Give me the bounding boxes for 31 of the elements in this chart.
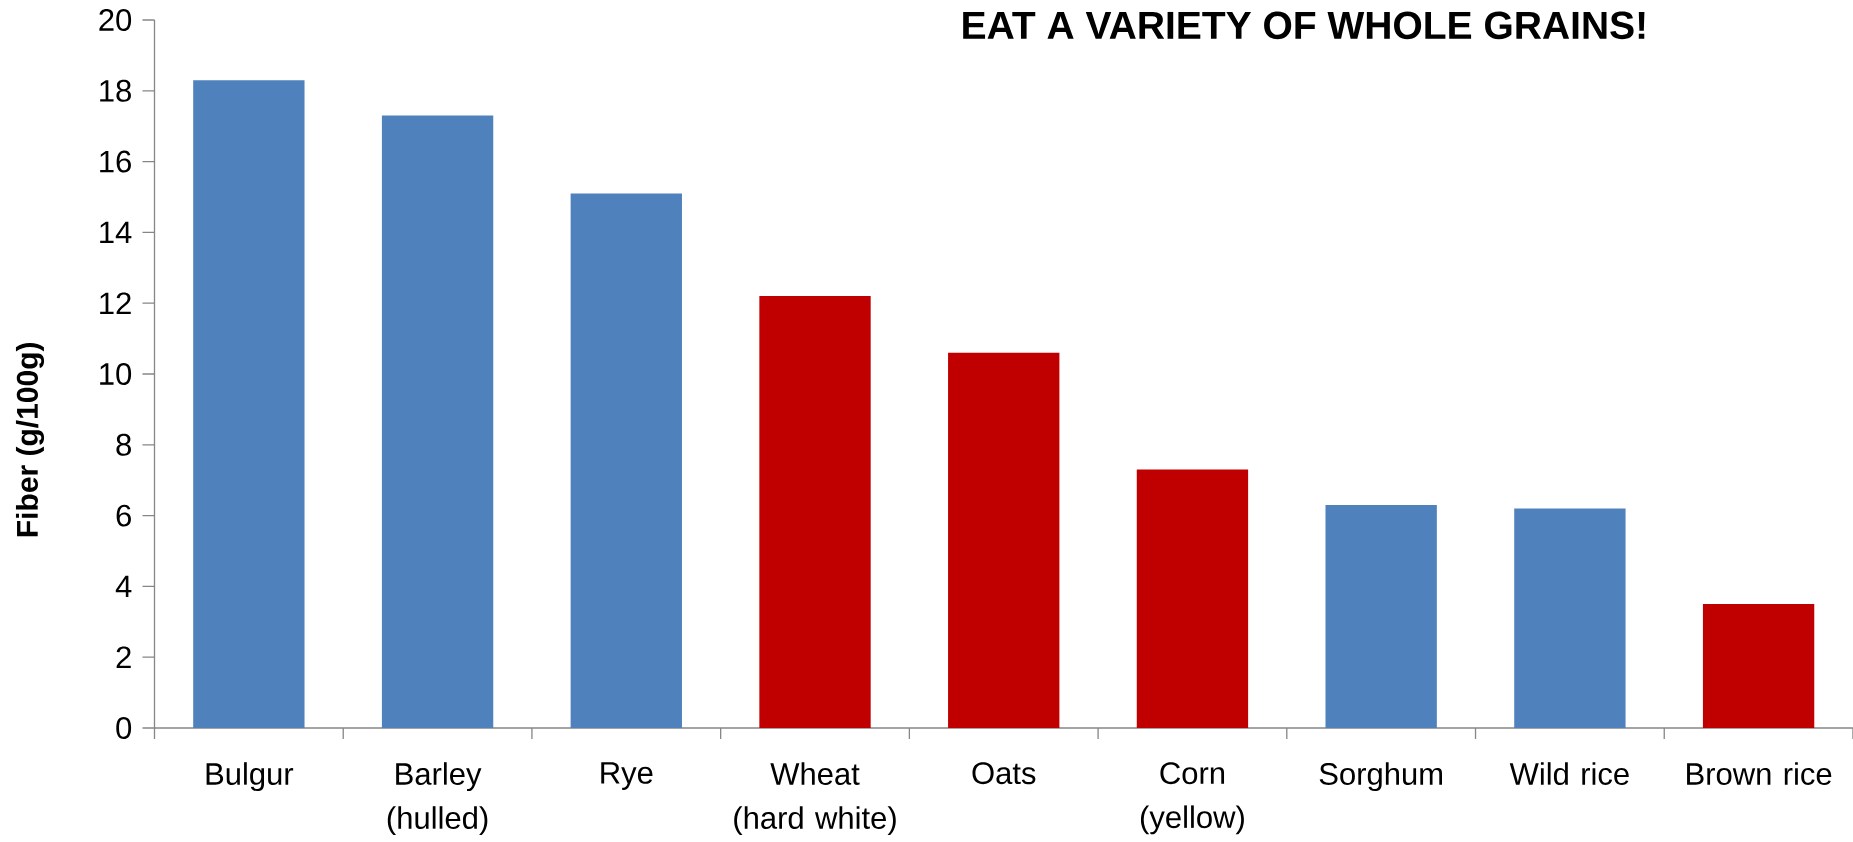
y-tick-label: 12 <box>100 292 131 315</box>
bar <box>193 80 305 728</box>
bar <box>1325 504 1437 728</box>
x-tick-label: Wild rice <box>1509 762 1629 785</box>
x-tick-label: Corn (yellow) <box>1140 762 1244 835</box>
x-tick-label: Rye <box>601 762 653 790</box>
y-tick-label: 0 <box>116 717 132 739</box>
bar <box>381 115 494 728</box>
x-tick-label: Brown rice <box>1687 762 1832 785</box>
x-tick-label: Barley (hulled) <box>387 762 488 836</box>
x-tick-label: Bulgur <box>206 762 294 792</box>
y-tick-label: 8 <box>116 433 131 456</box>
bar <box>948 352 1060 728</box>
y-tick-label: 18 <box>100 79 131 102</box>
chart-title: EAT A VARIETY OF WHOLE GRAINS! <box>963 11 1645 40</box>
bar <box>1514 508 1626 728</box>
y-tick-label: 6 <box>116 504 131 527</box>
bar <box>1702 604 1815 728</box>
y-tick-label: 4 <box>115 575 132 598</box>
y-tick-label: 20 <box>99 9 132 31</box>
bar <box>1136 469 1249 728</box>
y-tick-label: 2 <box>116 646 131 669</box>
x-tick-label: Sorghum <box>1319 762 1442 792</box>
y-tick-label: 16 <box>100 150 131 173</box>
bar <box>570 193 682 728</box>
bar <box>759 296 871 728</box>
x-tick-label: Wheat (hard white) <box>734 762 896 836</box>
y-tick-label: 14 <box>100 221 132 244</box>
y-tick-label: 10 <box>100 363 132 385</box>
y-axis-title: Fiber (g/100g) <box>15 343 45 537</box>
x-tick-label: Oats <box>972 762 1036 785</box>
